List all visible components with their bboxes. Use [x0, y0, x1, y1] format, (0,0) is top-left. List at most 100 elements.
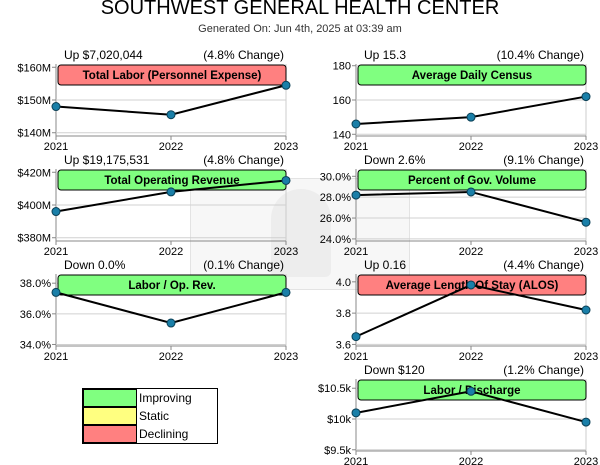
page-title: SOUTHWEST GENERAL HEALTH CENTER — [100, 0, 500, 19]
x-tick-label: 2023 — [574, 351, 598, 363]
data-point — [581, 217, 591, 227]
generated-timestamp: Generated On: Jun 4th, 2025 at 03:39 am — [198, 23, 402, 35]
x-tick-label: 2021 — [44, 141, 68, 153]
y-tick-label: 24.0% — [320, 234, 351, 246]
legend-improving: Improving — [83, 389, 217, 407]
panel-change: (0.1% Change) — [203, 258, 284, 272]
panel-summary: Up $19,175,531 — [64, 153, 150, 167]
panel-change: (4.8% Change) — [203, 48, 284, 62]
kpi-panel-4: Down 2.6% (9.1% Change) 24.0% 26.0% 28.0% 30.… — [320, 153, 598, 258]
panel-title-bar — [57, 274, 287, 296]
x-tick-label: 2022 — [459, 246, 483, 258]
kpi-panel-3: Up $19,175,531 (4.8% Change) $380M $400M $42… — [17, 153, 298, 258]
x-tick-label: 2023 — [574, 141, 598, 153]
data-point — [351, 408, 361, 418]
y-tick-label: 3.6 — [336, 339, 351, 351]
panel-summary: Up $7,020,044 — [64, 48, 143, 62]
legend-swatch-static — [83, 407, 137, 425]
legend-swatch-declining — [83, 425, 137, 443]
x-tick-label: 2021 — [44, 351, 68, 363]
y-tick-label: 160 — [333, 95, 351, 107]
panel-change: (10.4% Change) — [497, 48, 584, 62]
legend-label-improving: Improving — [139, 391, 192, 405]
x-tick-label: 2023 — [274, 351, 298, 363]
data-point — [466, 386, 476, 396]
data-point — [581, 92, 591, 102]
x-tick-label: 2021 — [344, 246, 368, 258]
panel-summary: Up 0.16 — [364, 258, 406, 272]
x-tick-label: 2021 — [344, 456, 368, 465]
legend-swatch-improving — [83, 389, 137, 407]
panel-title: Total Operating Revenue — [104, 175, 239, 187]
y-tick-label: 140 — [333, 129, 351, 141]
y-tick-label: 34.0% — [20, 339, 51, 351]
series-line — [55, 291, 287, 325]
y-tick-label: 30.0% — [320, 171, 351, 183]
y-tick-label: $10k — [327, 414, 351, 426]
data-point — [466, 112, 476, 122]
legend-label-declining: Declining — [139, 427, 189, 441]
y-tick-label: 180 — [333, 61, 351, 73]
panel-change: (1.2% Change) — [503, 363, 584, 377]
data-point — [351, 332, 361, 342]
data-point — [466, 187, 476, 197]
y-tick-label: $420M — [17, 167, 51, 179]
y-tick-label: 26.0% — [320, 213, 351, 225]
y-tick-label: $10.5k — [318, 383, 352, 395]
kpi-panel-1: Up $7,020,044 (4.8% Change) $140M $150M $160… — [17, 48, 298, 153]
x-tick-label: 2022 — [159, 141, 183, 153]
x-tick-label: 2023 — [274, 246, 298, 258]
y-tick-label: 4.0 — [336, 277, 351, 289]
data-point — [281, 80, 291, 90]
y-tick-label: 28.0% — [320, 192, 351, 204]
y-tick-label: $160M — [17, 62, 51, 74]
legend-declining: Declining — [83, 425, 217, 443]
data-point — [166, 110, 176, 120]
legend: Improving Static Declining — [82, 388, 218, 444]
data-point — [166, 187, 176, 197]
x-tick-label: 2021 — [344, 351, 368, 363]
y-tick-label: $150M — [17, 95, 51, 107]
panel-summary: Down 2.6% — [364, 153, 426, 167]
panel-summary: Down 0.0% — [64, 258, 126, 272]
kpi-panel-6: Up 0.16 (4.4% Change) 3.6 3.8 4.0 2021 2022 202… — [336, 258, 599, 363]
y-tick-label: 36.0% — [20, 309, 51, 321]
x-tick-label: 2022 — [159, 246, 183, 258]
y-tick-label: $140M — [17, 128, 51, 140]
panel-title: Percent of Gov. Volume — [408, 175, 536, 187]
legend-label-static: Static — [139, 409, 170, 423]
kpi-panel-2: Up 15.3 (10.4% Change) 140 160 180 2021 2022 20… — [333, 48, 599, 153]
kpi-panel-5: Down 0.0% (0.1% Change) 34.0% 36.0% 38.0% 202… — [20, 258, 298, 363]
y-tick-label: 38.0% — [20, 278, 51, 290]
x-tick-label: 2021 — [344, 141, 368, 153]
data-point — [581, 305, 591, 315]
panel-summary: Up 15.3 — [364, 48, 406, 62]
data-point — [351, 119, 361, 129]
panel-title-bar — [57, 64, 287, 86]
panel-summary: Down $120 — [364, 363, 425, 377]
data-point — [466, 280, 476, 290]
panel-title-bar — [357, 64, 587, 86]
legend-static: Static — [83, 407, 217, 425]
data-point — [51, 207, 61, 217]
data-point — [166, 318, 176, 328]
kpi-panel-7: Down $120 (1.2% Change) $9.5k $10k $10.5k 202… — [318, 363, 598, 465]
x-tick-label: 2022 — [459, 141, 483, 153]
data-point — [51, 287, 61, 297]
x-tick-label: 2021 — [44, 246, 68, 258]
y-tick-label: $400M — [17, 200, 51, 212]
panel-title: Total Labor (Personnel Expense) — [83, 70, 262, 82]
panel-title: Labor / Op. Rev. — [128, 280, 215, 292]
x-tick-label: 2023 — [274, 141, 298, 153]
data-point — [281, 287, 291, 297]
x-tick-label: 2022 — [459, 456, 483, 465]
x-tick-label: 2022 — [459, 351, 483, 363]
data-point — [581, 417, 591, 427]
panel-change: (4.8% Change) — [203, 153, 284, 167]
panel-change: (4.4% Change) — [503, 258, 584, 272]
panel-change: (9.1% Change) — [503, 153, 584, 167]
panel-title: Average Daily Census — [412, 70, 532, 82]
x-tick-label: 2023 — [574, 456, 598, 465]
data-point — [281, 175, 291, 185]
